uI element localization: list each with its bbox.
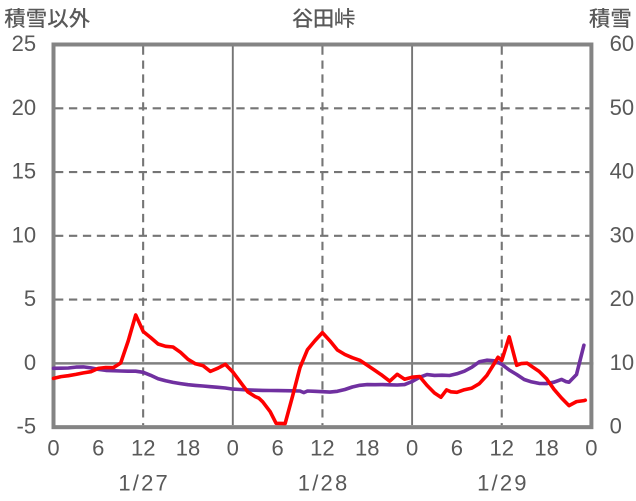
svg-text:30: 30 — [610, 222, 634, 247]
svg-text:6: 6 — [271, 436, 283, 461]
svg-text:6: 6 — [92, 436, 104, 461]
svg-text:60: 60 — [610, 31, 634, 56]
svg-text:12: 12 — [310, 436, 334, 461]
svg-text:0: 0 — [24, 350, 36, 375]
svg-text:18: 18 — [176, 436, 200, 461]
svg-text:20: 20 — [12, 95, 36, 120]
svg-text:25: 25 — [12, 31, 36, 56]
svg-text:10: 10 — [610, 350, 634, 375]
svg-text:12: 12 — [131, 436, 155, 461]
svg-text:18: 18 — [534, 436, 558, 461]
svg-text:0: 0 — [47, 436, 59, 461]
svg-text:6: 6 — [451, 436, 463, 461]
svg-text:0: 0 — [585, 436, 597, 461]
svg-text:12: 12 — [490, 436, 514, 461]
svg-text:1/27: 1/27 — [118, 471, 170, 496]
svg-text:0: 0 — [406, 436, 418, 461]
svg-text:20: 20 — [610, 286, 634, 311]
svg-text:10: 10 — [12, 222, 36, 247]
svg-text:0: 0 — [227, 436, 239, 461]
svg-text:18: 18 — [355, 436, 379, 461]
svg-text:-5: -5 — [17, 414, 37, 439]
svg-text:1/28: 1/28 — [298, 471, 350, 496]
svg-text:40: 40 — [610, 159, 634, 184]
svg-text:0: 0 — [610, 414, 622, 439]
svg-text:50: 50 — [610, 95, 634, 120]
svg-text:5: 5 — [24, 286, 36, 311]
svg-text:1/29: 1/29 — [477, 471, 529, 496]
svg-text:15: 15 — [12, 159, 36, 184]
